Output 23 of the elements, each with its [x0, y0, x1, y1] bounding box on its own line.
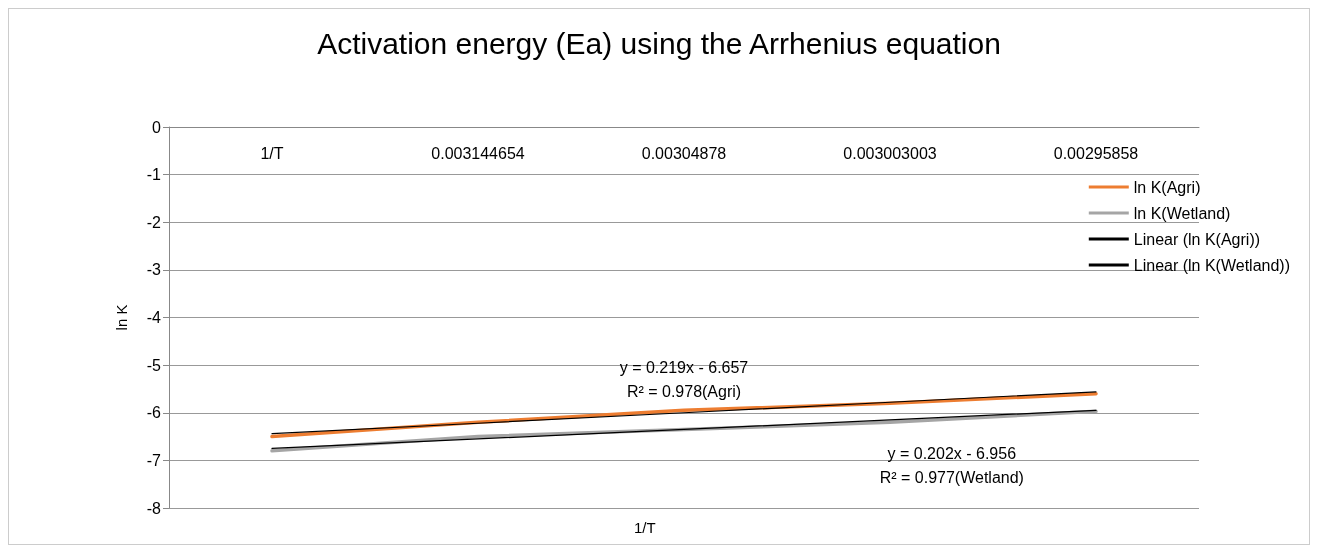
annotation: y = 0.219x - 6.657 R² = 0.978(Agri): [619, 358, 749, 400]
y-tick-label: -5: [146, 356, 162, 374]
legend-label: ln K(Agri): [1133, 178, 1201, 196]
y-tick-label: -1: [146, 166, 162, 184]
legend-label: Linear (ln K(Wetland)): [1133, 256, 1291, 274]
y-tick-label: -7: [146, 451, 162, 469]
y-axis-title: ln K: [113, 304, 130, 331]
x-tick-label: 1/T: [260, 144, 284, 162]
y-tick-label: -8: [146, 499, 162, 517]
x-tick-label: 0.00295858: [1053, 144, 1139, 162]
legend-label: Linear (ln K(Agri)): [1133, 230, 1261, 248]
annotation: y = 0.202x - 6.956 R² = 0.977(Wetland): [879, 444, 1024, 486]
y-tick-label: 0: [152, 118, 162, 136]
y-tick-label: -4: [146, 309, 162, 326]
legend-label: ln K(Wetland): [1133, 204, 1231, 222]
y-tick-label: -2: [146, 213, 162, 231]
x-tick-label: 0.003003003: [843, 144, 937, 162]
chart-title: Activation energy (Ea) using the Arrhenius equation: [317, 26, 1001, 60]
x-tick-label: 0.003144654: [431, 144, 525, 162]
x-axis-title: 1/T: [634, 519, 656, 536]
x-tick-label: 0.00304878: [641, 144, 727, 162]
y-tick-label: -3: [146, 261, 162, 279]
y-tick-label: -6: [146, 404, 162, 422]
